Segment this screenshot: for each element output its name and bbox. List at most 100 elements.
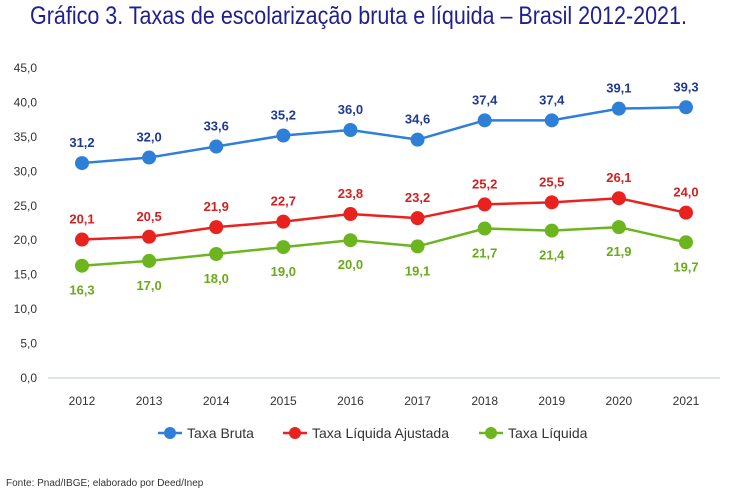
legend-item: Taxa Líquida Ajustada [283, 425, 449, 441]
data-point [679, 100, 693, 115]
x-tick-label: 2017 [404, 394, 431, 408]
data-label: 25,2 [472, 176, 497, 191]
data-label: 26,1 [606, 170, 631, 185]
data-label: 39,1 [606, 81, 631, 96]
data-point [679, 235, 693, 250]
data-label: 19,1 [405, 263, 430, 278]
data-label: 19,0 [271, 264, 296, 279]
data-label: 20,0 [338, 257, 363, 272]
data-point [477, 221, 492, 236]
series-line [81, 106, 687, 165]
data-point [75, 258, 89, 273]
data-label: 23,8 [338, 186, 363, 201]
x-tick-label: 2015 [270, 394, 297, 408]
series-line [81, 196, 687, 241]
data-point [276, 240, 291, 255]
y-tick-label: 35,0 [14, 130, 38, 144]
x-tick-label: 2019 [538, 394, 565, 408]
y-axis: 0,0 5,0 10,0 15,0 20,0 25,0 30,0 35,0 40,0 45,0 [14, 61, 38, 385]
data-point [611, 220, 626, 235]
data-label: 24,0 [673, 185, 698, 200]
y-tick-label: 30,0 [14, 164, 38, 178]
data-label: 31,2 [69, 135, 94, 150]
data-point [410, 239, 425, 254]
data-point [209, 220, 224, 235]
data-point [410, 132, 425, 147]
data-point [276, 214, 291, 229]
legend-swatch-marker [289, 427, 301, 439]
series-layer: 31,2 32,0 33,6 35,2 36,0 34,6 37,4 37,4 39,1 39,3… [69, 79, 698, 297]
legend-item: Taxa Bruta [158, 425, 254, 441]
data-label: 33,6 [204, 119, 229, 134]
y-tick-label: 10,0 [14, 302, 38, 316]
data-label: 21,4 [539, 248, 565, 263]
data-label: 16,3 [69, 283, 94, 298]
data-label: 18,0 [204, 271, 229, 286]
data-label: 22,7 [271, 194, 296, 209]
data-point [142, 150, 157, 165]
chart-title: Gráfico 3. Taxas de escolarização bruta … [30, 2, 687, 30]
data-point [544, 113, 559, 128]
data-label: 36,0 [338, 102, 363, 117]
data-point [343, 123, 358, 137]
data-label: 20,5 [136, 209, 161, 224]
source-note: Fonte: Pnad/IBGE; elaborado por Deed/Ine… [6, 478, 204, 489]
series-1: 31,2 32,0 33,6 35,2 36,0 34,6 37,4 37,4 39,1 39,3 [69, 79, 699, 171]
data-label: 39,3 [673, 79, 698, 94]
data-point [544, 223, 559, 238]
data-point [276, 128, 291, 143]
data-label: 32,0 [136, 130, 161, 145]
data-label: 21,9 [204, 199, 229, 214]
legend-swatch-marker [164, 427, 176, 439]
x-tick-label: 2020 [606, 394, 633, 408]
y-tick-label: 45,0 [14, 61, 38, 75]
legend-item: Taxa Líquida [479, 425, 588, 441]
data-label: 34,6 [405, 112, 430, 127]
data-label: 20,1 [69, 212, 94, 227]
data-label: 35,2 [271, 108, 296, 123]
x-tick-label: 2016 [337, 394, 364, 408]
x-tick-label: 2018 [471, 394, 498, 408]
data-label: 37,4 [472, 92, 498, 107]
data-point [544, 195, 559, 210]
series-3: 16,3 17,0 18,0 19,0 20,0 19,1 21,7 21,4 21,9 19,7 [69, 220, 699, 298]
y-tick-label: 20,0 [14, 233, 38, 247]
data-point [142, 253, 157, 268]
data-point [142, 229, 157, 244]
data-label: 19,7 [673, 259, 698, 274]
y-tick-label: 15,0 [14, 268, 38, 282]
data-point [611, 101, 626, 116]
data-label: 25,5 [539, 174, 564, 189]
data-label: 37,4 [539, 92, 565, 107]
legend-swatch-marker [485, 427, 497, 439]
y-tick-label: 25,0 [14, 199, 38, 213]
series-2: 20,1 20,5 21,9 22,7 23,8 23,2 25,2 25,5 26,1 24,0 [69, 170, 699, 247]
legend-label: Taxa Líquida [508, 425, 588, 441]
data-point [679, 205, 693, 220]
data-point [209, 247, 224, 261]
data-label: 17,0 [136, 278, 161, 293]
data-label: 23,2 [405, 190, 430, 205]
x-tick-label: 2014 [203, 394, 230, 408]
x-tick-label: 2013 [136, 394, 163, 408]
legend-label: Taxa Bruta [187, 425, 254, 441]
data-point [343, 233, 358, 248]
y-tick-label: 0,0 [20, 371, 37, 385]
data-point [209, 139, 224, 154]
data-label: 21,9 [606, 244, 631, 259]
data-label: 21,7 [472, 246, 497, 261]
x-axis: 2012 2013 2014 2015 2016 2017 2018 2019 2020 2021 [69, 394, 700, 408]
legend-label: Taxa Líquida Ajustada [312, 425, 449, 441]
y-tick-label: 5,0 [20, 337, 37, 351]
y-tick-label: 40,0 [14, 95, 38, 109]
data-point [477, 113, 492, 128]
data-point [343, 207, 358, 222]
x-tick-label: 2012 [69, 394, 96, 408]
data-point [611, 191, 626, 206]
legend: Taxa Bruta Taxa Líquida Ajustada Taxa Líqu… [158, 425, 588, 441]
data-point [75, 156, 89, 171]
data-point [410, 211, 425, 226]
data-point [75, 232, 89, 247]
series-line [81, 225, 687, 267]
